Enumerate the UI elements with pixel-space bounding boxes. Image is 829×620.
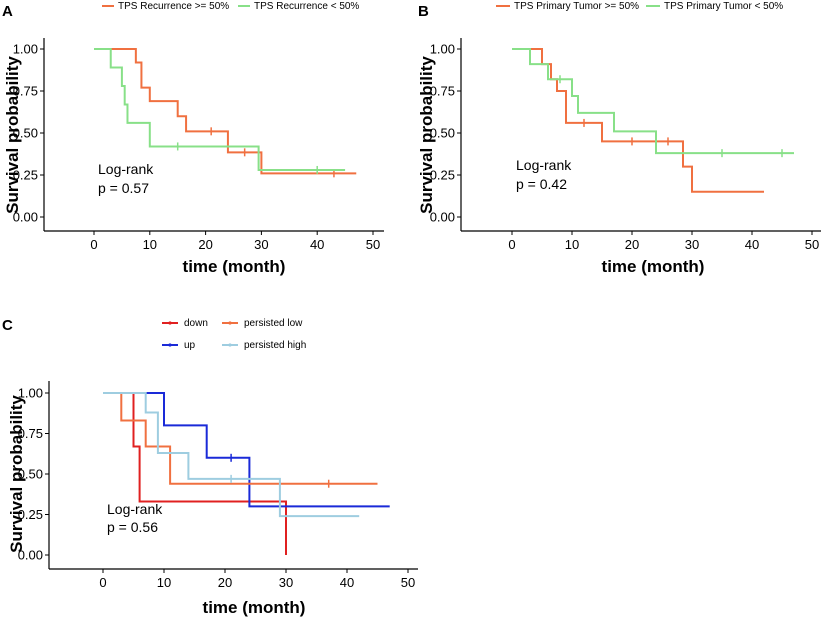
legend-entry: TPS Recurrence < 50% <box>254 1 359 12</box>
p-value-label: p = 0.42 <box>516 176 567 192</box>
y-tick-label: 0.50 <box>18 467 43 482</box>
km-curve-persisted-low <box>103 392 378 485</box>
logrank-label: Log-rank <box>107 501 163 517</box>
x-tick-label: 10 <box>565 237 579 252</box>
y-tick-label: 0.25 <box>430 168 455 183</box>
panel-letter: B <box>418 3 429 20</box>
legend-entry: persisted low <box>244 318 303 329</box>
y-tick-label: 0.25 <box>13 168 38 183</box>
x-tick-label: 50 <box>401 575 415 590</box>
km-curve-tps-primary-tumor-50- <box>512 48 794 155</box>
legend-swatch-dot <box>228 321 232 325</box>
y-tick-label: 0.75 <box>13 84 38 99</box>
x-tick-label: 40 <box>310 237 324 252</box>
y-axis-title: Survival probability <box>3 56 22 214</box>
legend-swatch-dot <box>228 343 232 347</box>
x-tick-label: 10 <box>157 575 171 590</box>
x-tick-label: 50 <box>366 237 380 252</box>
y-tick-label: 0.00 <box>13 210 38 225</box>
x-tick-label: 0 <box>99 575 106 590</box>
logrank-label: Log-rank <box>98 161 154 177</box>
x-tick-label: 20 <box>198 237 212 252</box>
legend-entry: TPS Primary Tumor < 50% <box>664 1 783 12</box>
panel-b: B 0.00 0.25 0.50 0.75 1.00 0 10 20 30 40 50 time (mo… <box>417 1 821 276</box>
y-tick-label: 0.25 <box>18 507 43 522</box>
panel-letter: A <box>2 3 13 20</box>
x-tick-label: 40 <box>340 575 354 590</box>
x-tick-label: 0 <box>90 237 97 252</box>
km-curve-persisted-high <box>103 392 360 518</box>
km-curve-up <box>103 392 390 508</box>
y-axis-title: Survival probability <box>7 395 26 553</box>
panel-letter: C <box>2 317 13 334</box>
x-tick-label: 10 <box>143 237 157 252</box>
y-tick-label: 0.00 <box>430 210 455 225</box>
panel-c: C 0.00 0.25 0.50 0.75 1.00 0 10 20 30 40 50 time (mo… <box>2 317 418 617</box>
legend-entry: up <box>184 340 196 351</box>
y-tick-label: 0.50 <box>430 126 455 141</box>
y-tick-label: 0.00 <box>18 548 43 563</box>
logrank-label: Log-rank <box>516 157 572 173</box>
legend-entry: down <box>184 318 208 329</box>
y-tick-label: 1.00 <box>18 386 43 401</box>
x-axis-title: time (month) <box>602 257 705 276</box>
legend-swatch-dot <box>168 343 172 347</box>
legend: TPS Primary Tumor >= 50% TPS Primary Tumo… <box>496 1 783 12</box>
p-value-label: p = 0.56 <box>107 519 158 535</box>
legend: TPS Recurrence >= 50% TPS Recurrence < 50… <box>102 1 359 12</box>
legend-entry: persisted high <box>244 340 306 351</box>
x-tick-label: 0 <box>508 237 515 252</box>
legend: down persisted low up persisted high <box>162 318 306 351</box>
p-value-label: p = 0.57 <box>98 180 149 196</box>
x-tick-label: 30 <box>685 237 699 252</box>
y-tick-label: 1.00 <box>430 42 455 57</box>
km-curve-tps-recurrence-50- <box>94 48 346 171</box>
y-axis-title: Survival probability <box>417 56 436 214</box>
panel-a: A 0.00 0.25 0.50 0.75 1.00 0 10 20 30 40 50 time (mo… <box>2 1 384 276</box>
x-tick-label: 30 <box>254 237 268 252</box>
x-axis-title: time (month) <box>183 257 286 276</box>
legend-swatch-dot <box>168 321 172 325</box>
x-tick-label: 40 <box>745 237 759 252</box>
km-curve-tps-recurrence-50- <box>94 48 357 175</box>
x-tick-label: 30 <box>279 575 293 590</box>
x-tick-label: 50 <box>805 237 819 252</box>
y-tick-label: 1.00 <box>13 42 38 57</box>
y-tick-label: 0.75 <box>18 426 43 441</box>
y-tick-label: 0.50 <box>13 126 38 141</box>
x-tick-label: 20 <box>625 237 639 252</box>
x-axis-title: time (month) <box>203 598 306 617</box>
legend-entry: TPS Primary Tumor >= 50% <box>514 1 639 12</box>
x-tick-label: 20 <box>218 575 232 590</box>
legend-entry: TPS Recurrence >= 50% <box>118 1 229 12</box>
y-tick-label: 0.75 <box>430 84 455 99</box>
